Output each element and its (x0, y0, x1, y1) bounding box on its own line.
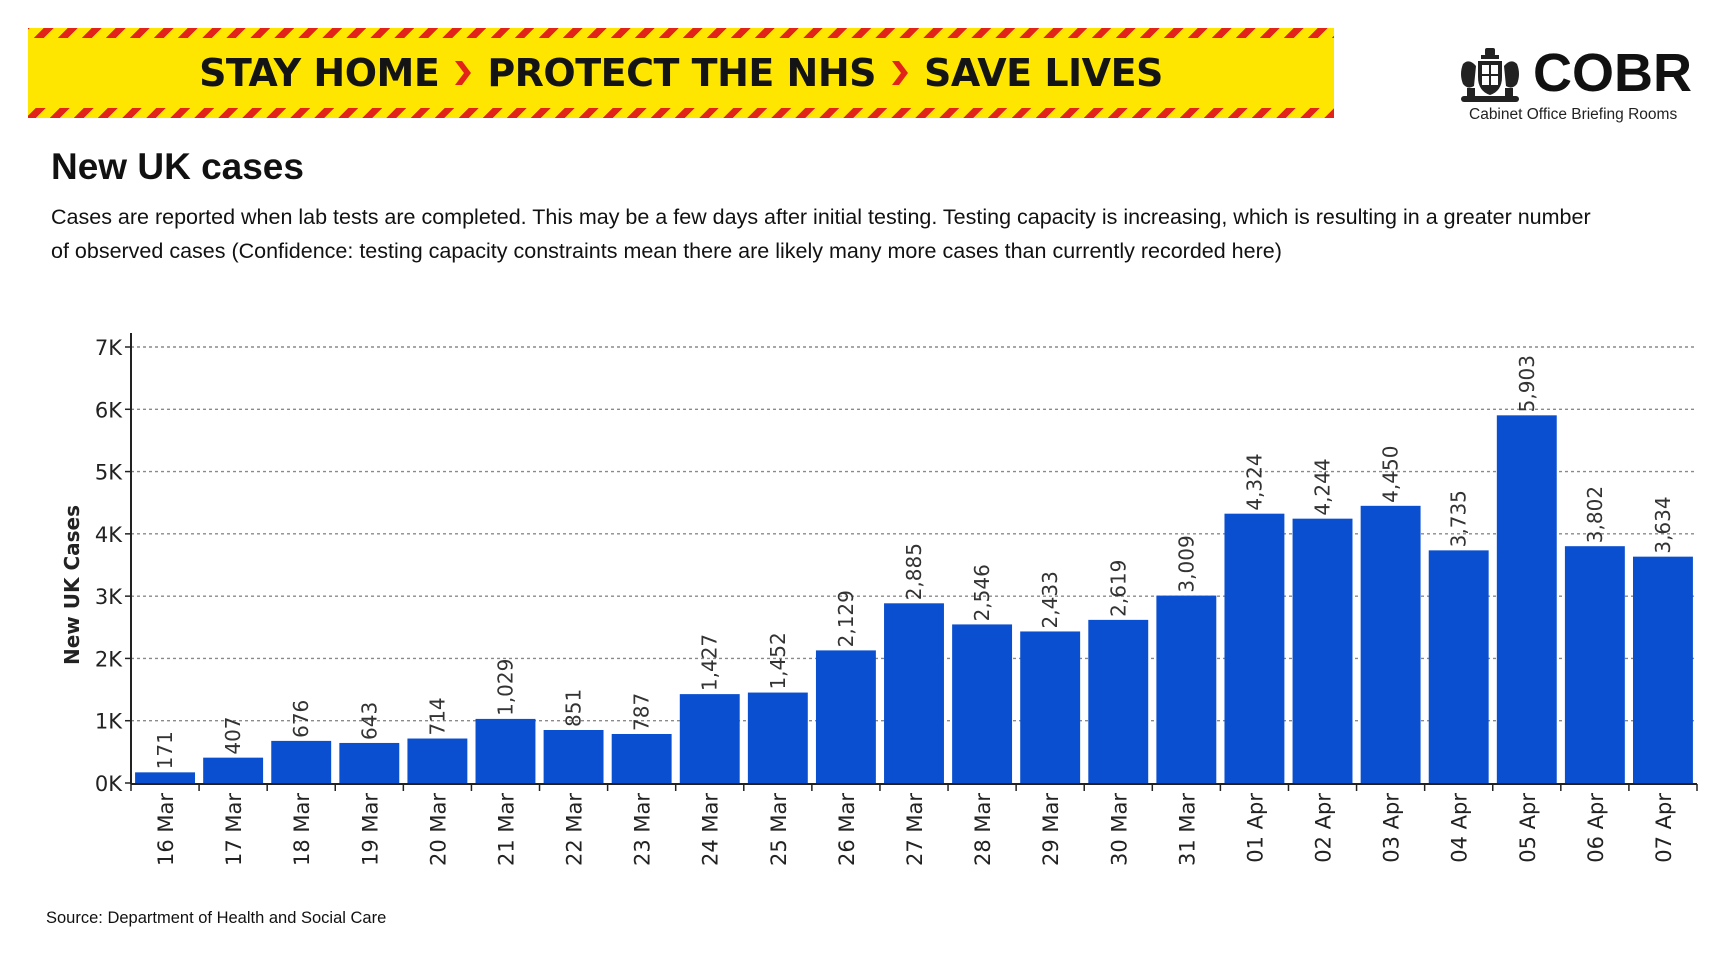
x-tick-label: 05 Apr (1516, 793, 1540, 863)
page-title: New UK cases (51, 146, 304, 187)
x-tick-label: 24 Mar (699, 793, 723, 866)
bar-29-mar (1020, 631, 1081, 783)
logo-subtitle: Cabinet Office Briefing Rooms (1469, 106, 1678, 123)
data-label: 4,324 (1242, 453, 1266, 510)
x-tick-label: 16 Mar (154, 793, 178, 866)
data-label: 714 (425, 697, 449, 735)
data-label: 643 (357, 702, 381, 740)
y-tick-label: 2K (95, 647, 123, 671)
chart-bars (135, 415, 1693, 783)
x-tick-label: 07 Apr (1652, 793, 1676, 863)
bar-28-mar (952, 624, 1013, 783)
data-label: 2,885 (902, 543, 926, 600)
data-label: 1,427 (698, 634, 722, 691)
bar-20-mar (407, 738, 468, 783)
page-description: Cases are reported when lab tests are co… (51, 205, 1591, 263)
data-label: 3,802 (1583, 486, 1607, 543)
x-tick-label: 30 Mar (1107, 793, 1131, 866)
x-tick-label: 02 Apr (1312, 793, 1336, 863)
logo-name: COBR (1533, 43, 1692, 103)
bar-19-mar (339, 742, 400, 783)
chart-axes: 0K 1K 2K 3K 4K 5K 6K 7K New UK Cases (60, 333, 1698, 796)
source-note: Source: Department of Health and Social … (46, 909, 387, 927)
data-label: 676 (289, 700, 313, 738)
x-tick-label: 04 Apr (1448, 793, 1472, 863)
bar-18-mar (271, 740, 332, 783)
bar-25-mar (747, 692, 808, 783)
x-tick-label: 26 Mar (835, 793, 859, 866)
bar-23-mar (611, 733, 672, 783)
cobr-logo: COBR Cabinet Office Briefing Rooms (1455, 42, 1695, 132)
x-tick-label: 20 Mar (426, 793, 450, 866)
data-label: 4,450 (1379, 446, 1403, 503)
royal-crest-icon (1461, 48, 1519, 102)
y-tick-label: 4K (95, 523, 123, 547)
chart-labels: 16 Mar 171 17 Mar 407 18 Mar 676 19 Mar 643 20 M… (153, 355, 1676, 866)
bar-07-apr (1632, 556, 1693, 783)
data-label: 2,619 (1106, 560, 1130, 617)
x-tick-label: 06 Apr (1584, 793, 1608, 863)
bar-03-apr (1360, 505, 1421, 783)
y-tick-label: 6K (95, 398, 123, 422)
slogan-protect-nhs: PROTECT THE NHS (487, 51, 877, 95)
data-label: 851 (562, 689, 586, 727)
x-tick-label: 01 Apr (1243, 793, 1267, 863)
slogan-banner: STAY HOME PROTECT THE NHS SAVE LIVES (28, 28, 1334, 118)
bar-17-mar (203, 757, 264, 783)
y-axis-title: New UK Cases (60, 505, 84, 665)
bar-24-mar (679, 694, 740, 783)
data-label: 3,735 (1447, 490, 1471, 547)
x-tick-label: 18 Mar (290, 793, 314, 866)
x-tick-label: 19 Mar (358, 793, 382, 866)
bar-31-mar (1156, 595, 1217, 783)
y-tick-label: 1K (95, 710, 123, 734)
y-tick-label: 0K (95, 772, 123, 796)
x-tick-label: 21 Mar (494, 793, 518, 866)
bar-27-mar (884, 603, 944, 783)
data-label: 2,433 (1038, 571, 1062, 628)
x-tick-label: 03 Apr (1380, 793, 1404, 863)
bar-04-apr (1428, 550, 1489, 783)
bar-22-mar (543, 729, 604, 783)
chevron-right-icon (455, 61, 472, 85)
data-label: 1,029 (493, 659, 517, 716)
x-tick-label: 17 Mar (222, 793, 246, 866)
bar-21-mar (475, 718, 536, 783)
x-tick-label: 31 Mar (1175, 793, 1199, 866)
data-label: 3,009 (1174, 535, 1198, 592)
y-tick-label: 3K (95, 585, 123, 609)
slogan-stay-home: STAY HOME (199, 51, 440, 95)
bar-26-mar (815, 650, 876, 783)
data-label: 2,546 (970, 564, 994, 621)
cases-bar-chart: 0K 1K 2K 3K 4K 5K 6K 7K New UK Cases 16 Mar 171 17… (60, 333, 1698, 866)
data-label: 4,244 (1311, 458, 1335, 515)
x-tick-label: 25 Mar (767, 793, 791, 866)
data-label: 5,903 (1515, 355, 1539, 412)
x-tick-label: 23 Mar (631, 793, 655, 866)
x-tick-label: 29 Mar (1039, 793, 1063, 866)
data-label: 171 (153, 731, 177, 769)
x-tick-label: 28 Mar (971, 793, 995, 866)
bar-06-apr (1564, 546, 1625, 783)
x-tick-label: 22 Mar (563, 793, 587, 866)
bar-01-apr (1224, 513, 1285, 783)
x-tick-label: 27 Mar (903, 793, 927, 866)
data-label: 3,634 (1651, 496, 1675, 553)
bar-30-mar (1088, 619, 1149, 783)
data-label: 2,129 (834, 590, 858, 647)
data-label: 1,452 (766, 632, 790, 689)
data-label: 407 (221, 716, 245, 754)
bar-05-apr (1496, 415, 1557, 783)
y-tick-label: 5K (95, 461, 123, 485)
slogan-save-lives: SAVE LIVES (924, 51, 1163, 95)
bar-16-mar (135, 772, 196, 783)
bar-02-apr (1292, 518, 1353, 783)
y-tick-label: 7K (95, 336, 123, 360)
chevron-right-icon (892, 61, 909, 85)
slogan-banner-text: STAY HOME PROTECT THE NHS SAVE LIVES (28, 38, 1334, 108)
data-label: 787 (630, 693, 654, 731)
